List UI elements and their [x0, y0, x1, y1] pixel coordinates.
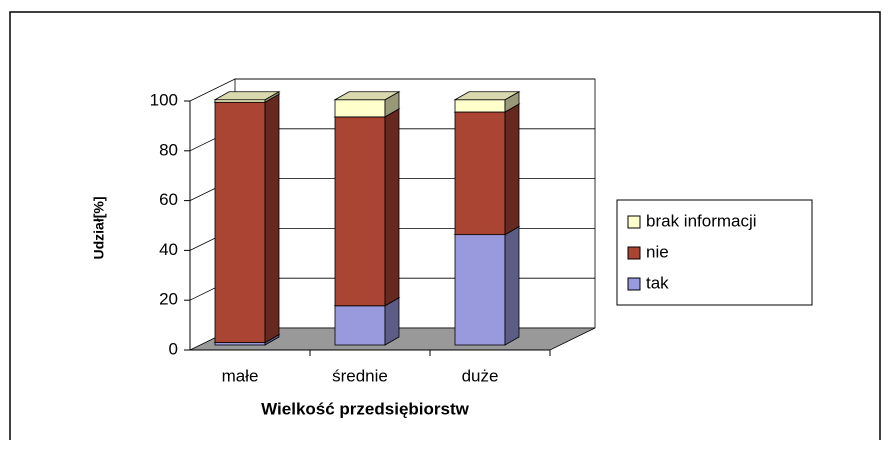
y-tick-label: 0	[169, 339, 178, 358]
legend-label: brak informacji	[646, 211, 757, 230]
y-tick-label: 80	[159, 140, 178, 159]
y-tick-label: 100	[150, 90, 178, 109]
legend-label: tak	[646, 273, 669, 292]
legend-box	[616, 199, 813, 306]
x-tick-label: średnie	[332, 366, 388, 385]
bar-side	[504, 103, 520, 236]
x-tick-label: małe	[222, 366, 259, 385]
bar	[454, 99, 506, 113]
bar	[334, 116, 386, 307]
bar	[454, 234, 506, 346]
grid-line	[189, 78, 595, 102]
back-wall	[234, 78, 596, 329]
legend-swatch	[627, 277, 641, 291]
bar	[454, 111, 506, 236]
y-axis-title: Udział[%]	[91, 197, 107, 260]
bar-top	[213, 91, 281, 101]
bar-top	[333, 91, 401, 101]
y-tick-label: 20	[159, 290, 178, 309]
bar-side	[384, 108, 400, 307]
x-axis-title: Wielkość przedsiębiorstw	[261, 399, 469, 418]
legend-swatch	[627, 215, 641, 229]
bar	[334, 305, 386, 346]
bar	[334, 99, 386, 118]
frame	[9, 11, 881, 440]
bar-side	[264, 93, 280, 344]
bar	[214, 101, 266, 343]
legend-swatch	[627, 246, 641, 260]
bar-top	[453, 91, 521, 101]
bar-side	[504, 225, 520, 346]
y-tick-label: 40	[159, 240, 178, 259]
x-tick-label: duże	[462, 366, 499, 385]
y-tick-label: 60	[159, 190, 178, 209]
legend-label: nie	[646, 242, 669, 261]
